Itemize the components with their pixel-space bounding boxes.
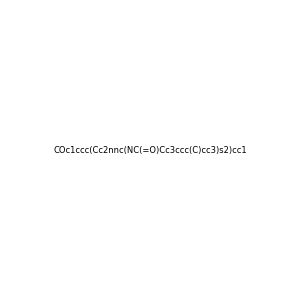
- Text: COc1ccc(Cc2nnc(NC(=O)Cc3ccc(C)cc3)s2)cc1: COc1ccc(Cc2nnc(NC(=O)Cc3ccc(C)cc3)s2)cc1: [53, 146, 247, 154]
